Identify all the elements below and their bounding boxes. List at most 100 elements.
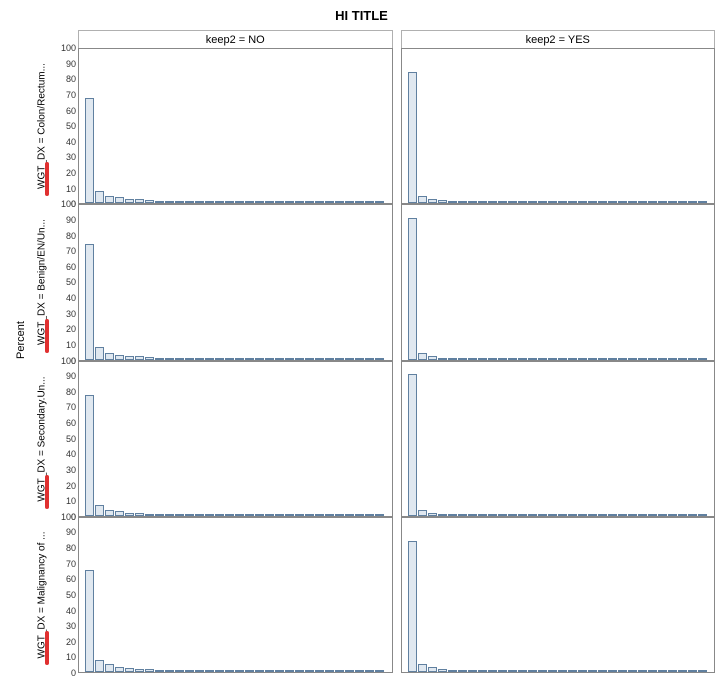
row-label: WGT_DX = Secondary.Un... (34, 361, 50, 517)
bar (225, 201, 234, 203)
bar (558, 201, 567, 203)
bar (438, 669, 447, 672)
y-tick: 100 (61, 512, 76, 522)
bar (548, 201, 557, 203)
bar (265, 670, 274, 672)
bar (588, 514, 597, 516)
bar (468, 358, 477, 360)
bar (105, 353, 114, 359)
bar (85, 395, 94, 515)
bar (418, 353, 427, 359)
y-tick: 20 (66, 481, 76, 491)
bar (345, 514, 354, 516)
bar (105, 196, 114, 204)
bar (235, 670, 244, 672)
bar (608, 670, 617, 672)
panel (78, 361, 393, 517)
bar (315, 358, 324, 360)
y-tick: 20 (66, 637, 76, 647)
bar (508, 670, 517, 672)
bar (448, 514, 457, 516)
y-tick: 10 (66, 184, 76, 194)
bar (598, 514, 607, 516)
bar (295, 201, 304, 203)
bar (195, 514, 204, 516)
bar (648, 514, 657, 516)
bar (688, 358, 697, 360)
bar (155, 358, 164, 360)
col-header-yes: keep2 = YES (401, 30, 716, 48)
bar (698, 358, 707, 360)
bar (205, 358, 214, 360)
panels (78, 204, 715, 360)
bar (195, 201, 204, 203)
bar (215, 514, 224, 516)
y-tick: 70 (66, 90, 76, 100)
bar (668, 201, 677, 203)
y-tick: 70 (66, 402, 76, 412)
bar (145, 669, 154, 672)
bar (618, 514, 627, 516)
bar (678, 514, 687, 516)
bar (105, 510, 114, 516)
bar (365, 514, 374, 516)
y-tick: 100 (61, 356, 76, 366)
bar (588, 358, 597, 360)
bar (578, 201, 587, 203)
bar (658, 670, 667, 672)
row: WGT_DX = Benign/EN/Un...0102030405060708… (34, 204, 715, 360)
bar (85, 244, 94, 360)
bar (548, 670, 557, 672)
bar (538, 514, 547, 516)
bar (598, 358, 607, 360)
bar (528, 201, 537, 203)
bar (698, 201, 707, 203)
bar (438, 200, 447, 203)
bar (608, 201, 617, 203)
y-ticks: 0102030405060708090100 (50, 361, 78, 517)
y-tick: 80 (66, 74, 76, 84)
bar (618, 201, 627, 203)
bar (548, 358, 557, 360)
bar (518, 670, 527, 672)
bar (638, 514, 647, 516)
panel (78, 48, 393, 204)
y-tick: 40 (66, 449, 76, 459)
y-tick: 80 (66, 543, 76, 553)
bar (608, 514, 617, 516)
bar (335, 201, 344, 203)
bar (195, 358, 204, 360)
bar (305, 670, 314, 672)
bar (568, 514, 577, 516)
bar (688, 670, 697, 672)
bar (488, 358, 497, 360)
bar (135, 669, 144, 672)
y-tick: 40 (66, 137, 76, 147)
bar (85, 570, 94, 672)
bar (538, 201, 547, 203)
bar (165, 670, 174, 672)
bar (195, 670, 204, 672)
bar (245, 670, 254, 672)
bar (668, 514, 677, 516)
bar (165, 201, 174, 203)
bar (678, 670, 687, 672)
bar (295, 358, 304, 360)
y-tick: 10 (66, 496, 76, 506)
y-tick: 70 (66, 246, 76, 256)
bar (418, 196, 427, 204)
bar (235, 514, 244, 516)
row: WGT_DX = Secondary.Un...0102030405060708… (34, 361, 715, 517)
bar (135, 513, 144, 515)
bar (638, 201, 647, 203)
bar (125, 668, 134, 672)
bar (468, 201, 477, 203)
bar (255, 670, 264, 672)
bar (305, 514, 314, 516)
bar (375, 514, 384, 516)
bar (95, 191, 104, 203)
bar (448, 670, 457, 672)
bars (402, 362, 715, 516)
bar (488, 514, 497, 516)
bar (628, 670, 637, 672)
